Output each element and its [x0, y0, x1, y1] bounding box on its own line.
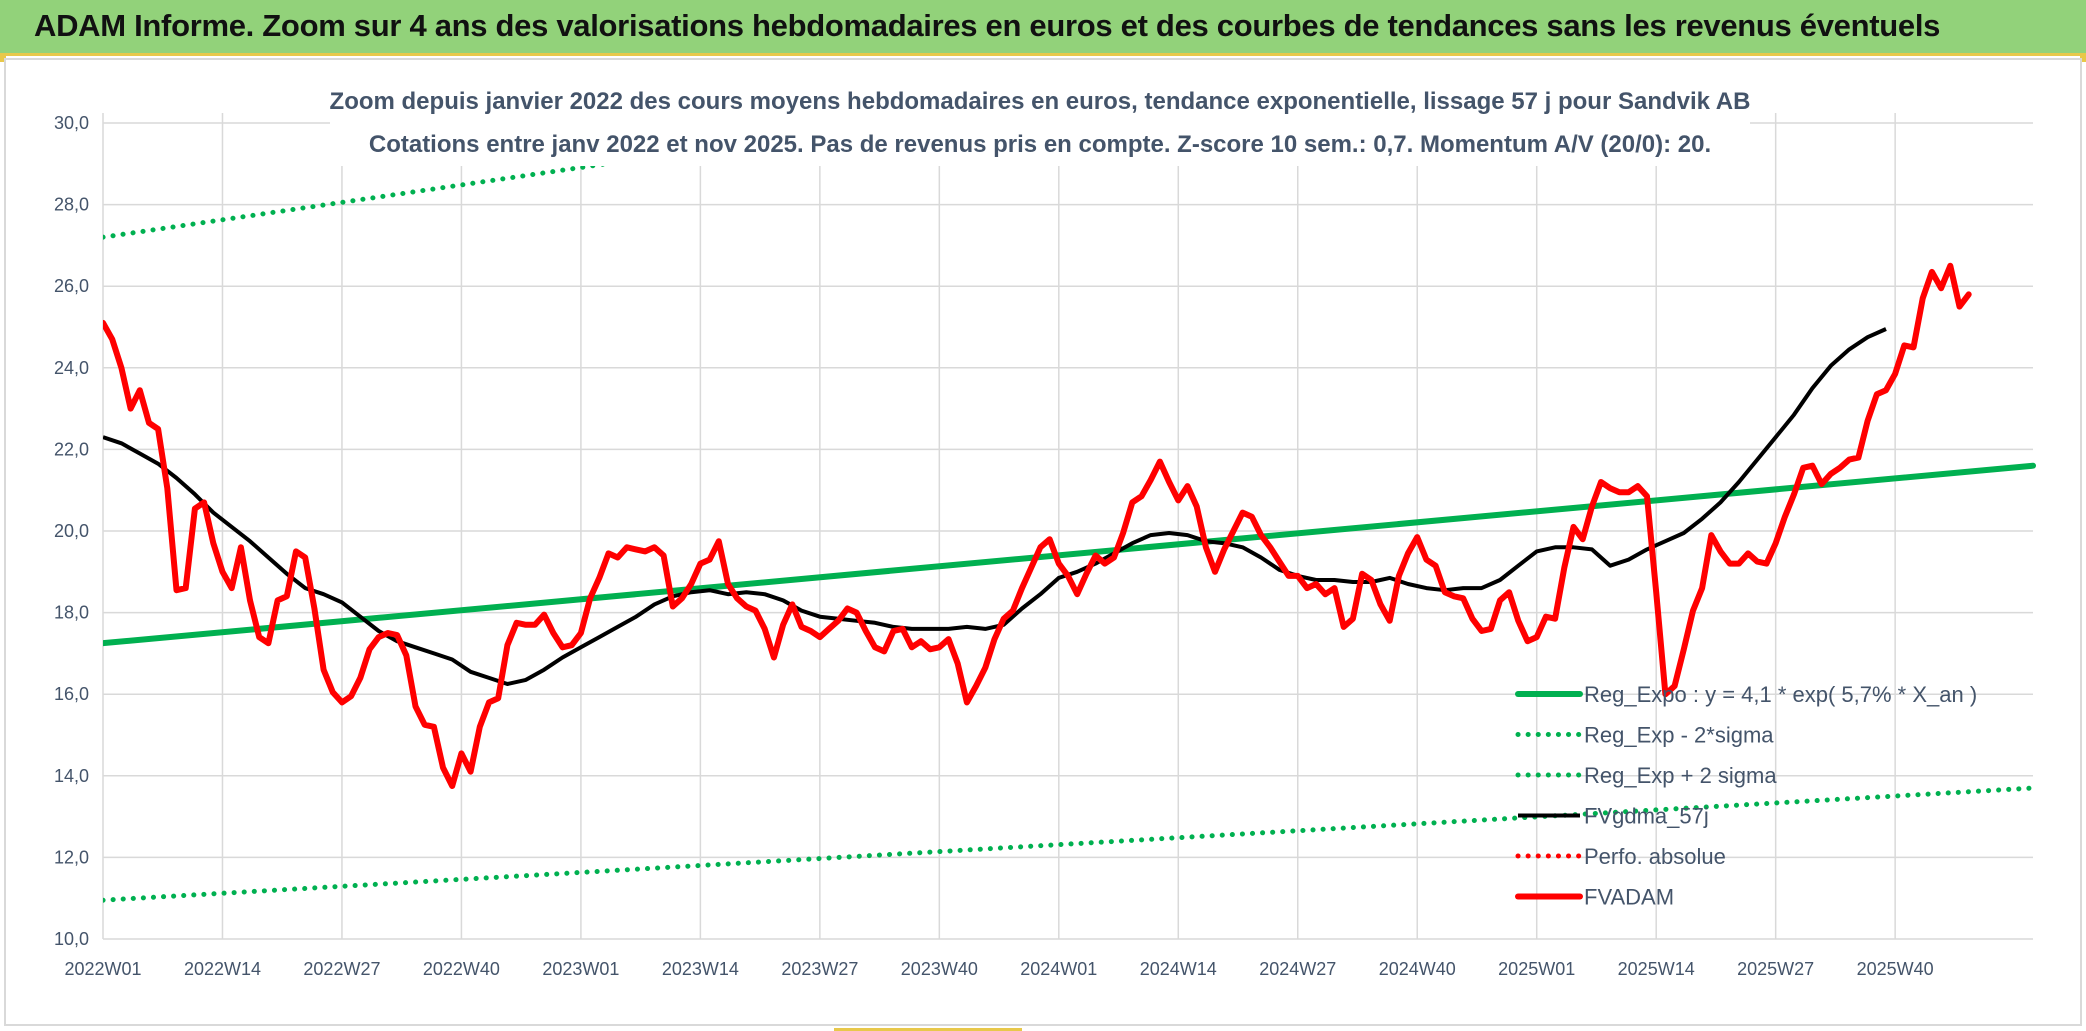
bottom-accent — [834, 1028, 1022, 1031]
y-tick-label: 18,0 — [54, 603, 89, 623]
series-line-1 — [103, 785, 2036, 903]
title-background — [330, 78, 1750, 166]
series-line-5 — [103, 262, 1972, 789]
x-tick-label: 2023W01 — [542, 959, 619, 979]
grid-layer — [102, 113, 2033, 940]
x-tick-label: 2023W14 — [662, 959, 739, 979]
x-tick-label: 2023W27 — [781, 959, 858, 979]
legend-label: FVADAM — [1584, 885, 1674, 910]
x-tick-label: 2025W01 — [1498, 959, 1575, 979]
legend-box — [1508, 672, 2008, 919]
y-tick-label: 20,0 — [54, 521, 89, 541]
corner-mark-left — [0, 56, 6, 62]
x-tick-label: 2025W40 — [1857, 959, 1934, 979]
legend-label: Reg_Exp + 2 sigma — [1584, 763, 1777, 788]
x-tick-label: 2024W40 — [1379, 959, 1456, 979]
chart-title: Zoom depuis janvier 2022 des cours moyen… — [330, 88, 1751, 115]
y-tick-label: 22,0 — [54, 439, 89, 459]
y-tick-label: 26,0 — [54, 276, 89, 296]
y-tick-label: 12,0 — [54, 847, 89, 867]
x-tick-label: 2024W14 — [1140, 959, 1217, 979]
x-tick-label: 2024W27 — [1259, 959, 1336, 979]
y-tick-label: 30,0 — [54, 113, 89, 133]
corner-mark-right — [2080, 56, 2086, 62]
legend-label: Reg_Expo : y = 4,1 * exp( 5,7% * X_an ) — [1584, 682, 1977, 707]
series-layer — [103, 113, 2036, 903]
y-tick-label: 24,0 — [54, 358, 89, 378]
legend: Reg_Expo : y = 4,1 * exp( 5,7% * X_an ) R… — [1508, 672, 2008, 919]
x-tick-label: 2025W27 — [1737, 959, 1814, 979]
axis-labels: 10,0 12,0 14,0 16,0 18,0 20,0 22,0 24,0 26,0 28,0… — [54, 113, 1934, 979]
series-line-2 — [103, 113, 972, 240]
series-line-0 — [103, 462, 2036, 647]
legend-label: Perfo. absolue — [1584, 844, 1726, 869]
legend-label: Reg_Exp - 2*sigma — [1584, 723, 1774, 748]
chart-title-block: Zoom depuis janvier 2022 des cours moyen… — [330, 78, 1751, 166]
x-tick-label: 2025W14 — [1618, 959, 1695, 979]
y-tick-label: 28,0 — [54, 195, 89, 215]
x-tick-label: 2022W01 — [64, 959, 141, 979]
plot-area — [103, 113, 2033, 939]
y-tick-label: 16,0 — [54, 684, 89, 704]
legend-label: FVgdma_57j — [1584, 804, 1709, 829]
x-tick-label: 2022W14 — [184, 959, 261, 979]
header-banner: ADAM Informe. Zoom sur 4 ans des valoris… — [0, 0, 2086, 56]
x-tick-label: 2022W27 — [303, 959, 380, 979]
page-title: ADAM Informe. Zoom sur 4 ans des valoris… — [34, 8, 1941, 43]
x-tick-label: 2023W40 — [901, 959, 978, 979]
y-tick-label: 10,0 — [54, 929, 89, 949]
x-tick-label: 2024W01 — [1020, 959, 1097, 979]
x-tick-label: 2022W40 — [423, 959, 500, 979]
y-tick-label: 14,0 — [54, 766, 89, 786]
chart-subtitle: Cotations entre janv 2022 et nov 2025. P… — [369, 131, 1711, 158]
chart-frame — [4, 58, 2082, 1026]
